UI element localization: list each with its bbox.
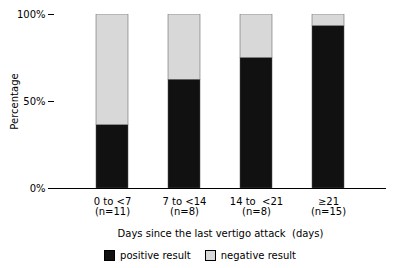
svg-text:≥21(n=15): ≥21(n=15)	[311, 196, 346, 217]
svg-text:7 to <14(n=8): 7 to <14(n=8)	[163, 196, 207, 217]
svg-text:14 to <21(n=8): 14 to <21(n=8)	[230, 196, 283, 217]
html-text:positive result: positive result	[120, 249, 191, 261]
svg-text:50%: 50%	[23, 96, 45, 107]
svg-text:100%: 100%	[17, 9, 46, 20]
svg-text:0 to <7(n=11): 0 to <7(n=11)	[94, 196, 132, 217]
svg-text:Percentage: Percentage	[9, 73, 20, 129]
html-text:negative result: negative result	[220, 249, 296, 261]
svg-text:Days since the last vertigo at: Days since the last vertigo attack (days…	[118, 228, 324, 239]
svg-text:0%: 0%	[30, 183, 46, 194]
